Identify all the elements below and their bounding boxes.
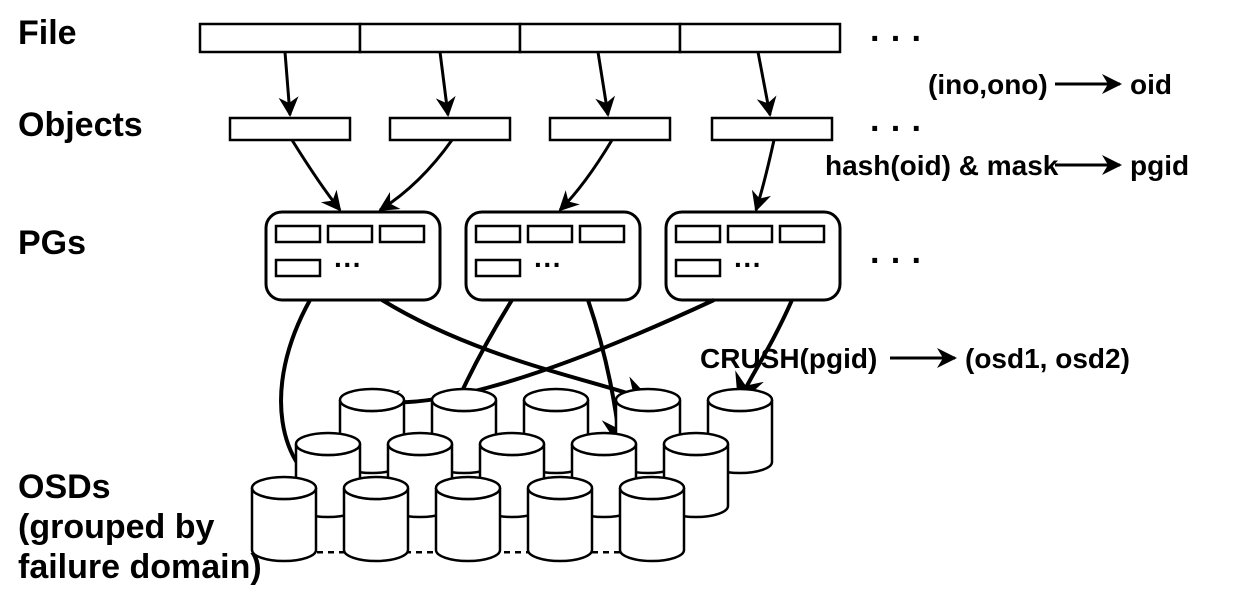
object-box (230, 118, 350, 140)
ellipsis-file: · · · (870, 20, 923, 58)
pg-ellipsis: ··· (734, 249, 762, 280)
osd-cylinder (620, 477, 684, 561)
object-box (390, 118, 510, 140)
arrow-pg-to-osd (372, 300, 714, 402)
arrows-obj-to-pg (292, 140, 774, 210)
label-osds-3: failure domain) (18, 548, 262, 586)
arrow-file-to-object (758, 52, 770, 115)
annotation-left: hash(oid) & mask (825, 150, 1059, 181)
arrow-file-to-object (285, 52, 290, 115)
pg-mini (780, 226, 824, 242)
annotation-left: CRUSH(pgid) (700, 343, 877, 374)
pg-mini (276, 226, 320, 242)
pg-mini (380, 226, 424, 242)
object-box (550, 118, 670, 140)
pg-mini (328, 226, 372, 242)
pg-mini (580, 226, 624, 242)
pg-ellipsis: ··· (334, 249, 362, 280)
annotation-right: oid (1130, 69, 1172, 100)
annotation-left: (ino,ono) (928, 69, 1048, 100)
pg-mini (676, 260, 720, 276)
osd-cylinder (528, 477, 592, 561)
pg-ellipsis: ··· (534, 249, 562, 280)
arrow-file-to-object (598, 52, 608, 115)
arrow-pg-to-osd (382, 300, 648, 400)
osd-cylinder (344, 477, 408, 561)
pg-mini (728, 226, 772, 242)
label-file: File (18, 14, 77, 52)
label-objects: Objects (18, 106, 143, 144)
file-row (200, 24, 840, 52)
arrow-object-to-pg (292, 140, 340, 210)
file-segment (360, 24, 520, 52)
file-segment (520, 24, 680, 52)
ellipsis-pgs: · · · (870, 242, 923, 280)
annotation-right: (osd1, osd2) (965, 343, 1130, 374)
arrow-object-to-pg (756, 140, 774, 210)
object-box (712, 118, 832, 140)
arrow-object-to-pg (380, 140, 452, 210)
pg-mini (476, 260, 520, 276)
pg-mini (676, 226, 720, 242)
annotation-right: pgid (1130, 150, 1189, 181)
pg-mini (528, 226, 572, 242)
pg-mini (476, 226, 520, 242)
file-segment (200, 24, 360, 52)
osd-cylinder (436, 477, 500, 561)
label-osds-1: OSDs (18, 468, 111, 506)
arrows-file-to-objects (285, 52, 770, 115)
file-segment (680, 24, 840, 52)
osd-grid (252, 389, 772, 561)
ellipsis-objects: · · · (870, 110, 923, 148)
pg-mini (276, 260, 320, 276)
objects-row (230, 118, 832, 140)
label-pgs: PGs (18, 224, 86, 262)
pgs-row: ··· ··· ··· (266, 212, 840, 300)
arrow-object-to-pg (560, 140, 612, 210)
label-osds-2: (grouped by (18, 508, 215, 546)
osd-cylinder (252, 477, 316, 561)
arrow-file-to-object (440, 52, 448, 115)
